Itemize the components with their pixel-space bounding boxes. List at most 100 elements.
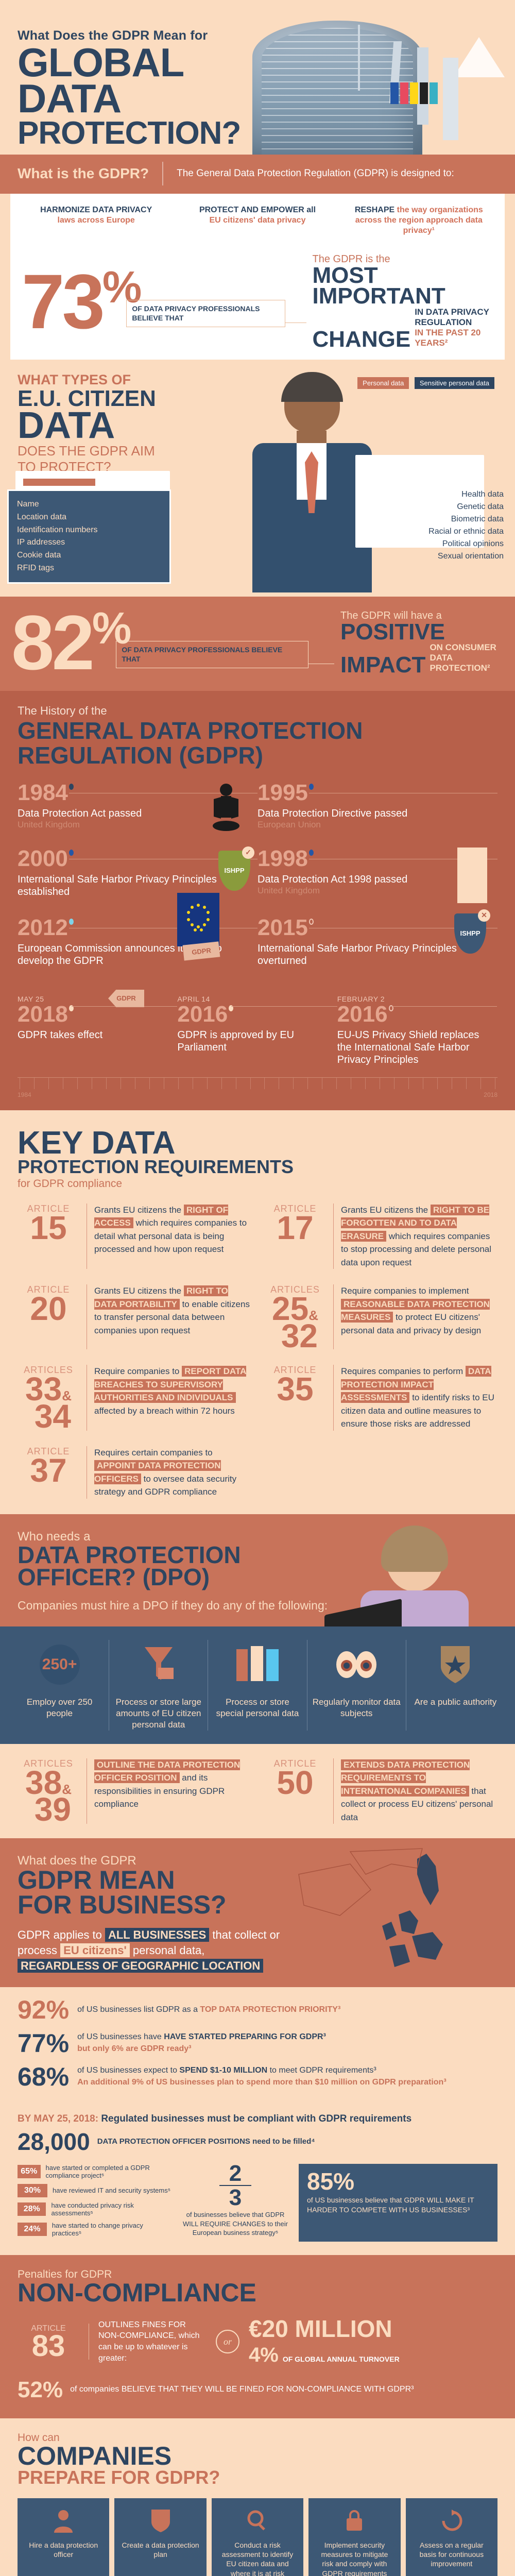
stat-73-headline-1: MOST IMPORTANT <box>312 263 445 309</box>
timeline-place: European Union <box>258 819 321 829</box>
tag-sensitive-data: Sensitive personal data <box>414 377 494 389</box>
europe-map-illustration <box>288 1843 505 1987</box>
eyes-icon <box>312 1640 402 1689</box>
article-number: 38& <box>25 1764 72 1801</box>
compliance-bar-label: have started to change privacy practices… <box>52 2221 143 2238</box>
timeline-year: 2015 <box>258 914 308 940</box>
divider <box>333 1203 334 1269</box>
or-badge: or <box>216 2330 239 2354</box>
list-item: Location data <box>17 512 67 521</box>
eu-data-pre: WHAT TYPES OF <box>18 371 131 387</box>
dpo-title-1: DATA PROTECTION <box>18 1541 241 1568</box>
what-is-gdpr-question: What is the GDPR? <box>18 165 149 181</box>
dpo-requirement-label: Are a public authority <box>414 1697 497 1707</box>
prepare-card: Create a data protection plan <box>114 2498 207 2576</box>
article-text-run: to protect EU citizens' personal data an… <box>341 1312 482 1335</box>
article-text: Grants EU citizens the RIGHT TO DATA POR… <box>94 1284 251 1349</box>
divider <box>333 1284 334 1350</box>
timeline-axis: 1984 2018 <box>18 1077 497 1101</box>
ishpp-dark-shield-icon: ISHPP ✕ <box>454 909 490 954</box>
dpo-requirement-label: Process or store special personal data <box>216 1697 299 1718</box>
article-item: ARTICLE 50 EXTENDS DATA PROTECTION REQUIRE… <box>264 1758 497 1824</box>
fraction-text: of businesses believe that GDPR WILL REQ… <box>183 2211 288 2237</box>
timeline-date: FEBRUARY 2 <box>337 994 385 1003</box>
article-text: Require companies to implement REASONABL… <box>341 1284 497 1349</box>
dpo-requirement: Process or store large amounts of EU cit… <box>109 1639 209 1731</box>
list-item: Identification numbers <box>17 525 98 534</box>
gdpr-history-timeline: The History of the GENERAL DATA PROTECTI… <box>0 691 515 1110</box>
timeline-desc: International Safe Harbor Privacy Princi… <box>18 873 217 897</box>
business-stat-pct: 68% <box>18 2062 70 2091</box>
uk-royal-crest-icon <box>203 778 249 845</box>
timeline-year: 2000 <box>18 845 68 871</box>
penalty-article-text: OUTLINES FINES FOR NON-COMPLIANCE, which… <box>98 2320 200 2363</box>
compliance-bar-row: 24% have started to change privacy practi… <box>18 2222 172 2238</box>
flag-icon <box>400 82 408 104</box>
business-body-p5: personal data, <box>129 1944 205 1957</box>
key-req-title-2: PROTECTION REQUIREMENTS <box>18 1156 294 1177</box>
article-item: ARTICLE 15 Grants EU citizens the RIGHT OF… <box>18 1203 251 1269</box>
article-label: ARTICLES <box>24 1758 73 1769</box>
penalty-belief-pct: 52% <box>18 2377 63 2402</box>
business-title-2: FOR BUSINESS? <box>18 1890 227 1919</box>
timeline-event: 2012 European Commission announces its p… <box>18 916 258 967</box>
article-number: 50 <box>277 1764 314 1801</box>
article-text-run: Grants EU citizens the <box>94 1205 184 1215</box>
dpo-articles-section: ARTICLES 38& 39 OUTLINE THE DATA PROTECTION… <box>0 1743 515 1839</box>
may-25-date: BY MAY 25, 2018: <box>18 2113 99 2124</box>
hero-line-2: DATA <box>18 75 122 121</box>
timeline-place: United Kingdom <box>18 819 80 829</box>
fraction-top: 2 <box>229 2160 242 2186</box>
article-item: ARTICLE 17 Grants EU citizens the RIGHT TO… <box>264 1203 497 1269</box>
article-number: 20 <box>30 1290 67 1328</box>
article-label: ARTICLE <box>273 1758 317 1769</box>
prepare-card-label: Conduct a risk assessment to identify EU… <box>221 2541 294 2576</box>
article-text: Grants EU citizens the RIGHT OF ACCESS w… <box>94 1204 251 1269</box>
penalty-pct-text: OF GLOBAL ANNUAL TURNOVER <box>282 2354 400 2363</box>
dpo-positions-label: DATA PROTECTION OFFICER POSITIONS need t… <box>97 2137 315 2146</box>
article-item: ARTICLE 20 Grants EU citizens the RIGHT TO… <box>18 1284 251 1350</box>
article-text-run: to oversee data security strategy and GD… <box>94 1473 237 1497</box>
business-stat-pct: 92% <box>18 1995 70 2024</box>
sensitive-data-list: Health data Genetic data Biometric data … <box>428 488 504 563</box>
stat-73-message: The GDPR is the MOST IMPORTANT CHANGE IN… <box>312 253 505 351</box>
gdpr-arrow-tag: GDPR <box>108 989 144 1007</box>
what-is-gdpr-description: The General Data Protection Regulation (… <box>177 168 454 179</box>
prepare-cards: Hire a data protection officer Create a … <box>18 2498 498 2576</box>
prepare-card-label: Assess on a regular basis for continuous… <box>419 2541 484 2568</box>
article-number-secondary: 34 <box>34 1397 71 1435</box>
key-req-title-1: KEY DATA <box>18 1125 176 1161</box>
shield-star-icon <box>410 1640 501 1689</box>
article-text-run: Grants EU citizens the <box>94 1286 184 1296</box>
prepare-title-1: COMPANIES <box>18 2441 172 2470</box>
stat-73-section: 73% OF DATA PRIVACY PROFESSIONALS BELIEV… <box>10 248 505 360</box>
business-stat-note: An additional 9% of US businesses plan t… <box>77 2078 447 2087</box>
article-item: ARTICLES 33& 34 Require companies to REPORT… <box>18 1365 251 1435</box>
business-stat-text: of US businesses list GDPR as a TOP DATA… <box>77 2005 341 2014</box>
purpose-tail: EU citizens' data privacy <box>209 216 306 225</box>
timeline-year: 2018 <box>18 1001 68 1027</box>
timeline-pre: The History of the <box>18 704 107 718</box>
timeline-axis-start: 1984 <box>18 1091 31 1098</box>
timeline-year: 2016 <box>177 1001 228 1027</box>
business-body-p1: GDPR applies to <box>18 1928 105 1942</box>
business-title-1: GDPR MEAN <box>18 1866 175 1895</box>
list-item: RFID tags <box>17 563 55 572</box>
prepare-card: Conduct a risk assessment to identify EU… <box>211 2498 304 2576</box>
eu-data-title-2: DATA <box>18 404 115 446</box>
stat-82-pre: The GDPR will have a <box>340 609 442 621</box>
prepare-card: Hire a data protection officer <box>18 2498 110 2576</box>
compliance-bar-label: have started or completed a GDPR complia… <box>45 2163 150 2180</box>
article-text-run: affected by a breach within 72 hours <box>94 1405 235 1416</box>
articles-grid: ARTICLE 15 Grants EU citizens the RIGHT OF… <box>18 1203 497 1499</box>
article-number-block: ARTICLE 50 <box>264 1758 326 1824</box>
article-text: EXTENDS DATA PROTECTION REQUIREMENTS TO … <box>341 1758 497 1824</box>
timeline-row: 2012 European Commission announces its p… <box>18 892 497 967</box>
article-number: 15 <box>30 1209 67 1246</box>
prepare-card-label: Create a data protection plan <box>122 2541 199 2559</box>
article-number: 33& <box>25 1370 72 1408</box>
timeline-desc: Data Protection Act passed <box>18 807 142 819</box>
mountain-icon <box>453 37 505 77</box>
timeline-event: 1984 Data Protection Act passed United K… <box>18 781 258 830</box>
article-item: ARTICLES 25& 32 Require companies to implem… <box>264 1284 497 1352</box>
